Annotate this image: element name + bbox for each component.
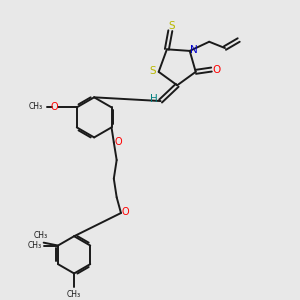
Text: O: O	[115, 137, 122, 147]
Text: CH₃: CH₃	[34, 231, 48, 240]
Text: O: O	[212, 64, 221, 74]
Text: S: S	[149, 66, 156, 76]
Text: O: O	[51, 102, 59, 112]
Text: CH₃: CH₃	[67, 290, 81, 299]
Text: O: O	[122, 207, 129, 218]
Text: CH₃: CH₃	[28, 102, 42, 111]
Text: CH₃: CH₃	[27, 241, 41, 250]
Text: S: S	[168, 20, 175, 31]
Text: H: H	[150, 94, 158, 104]
Text: N: N	[190, 45, 198, 55]
